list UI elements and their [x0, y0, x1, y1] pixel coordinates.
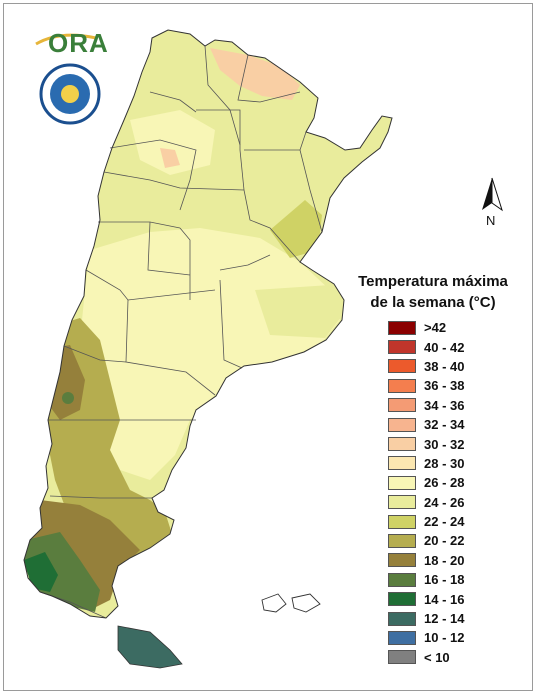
legend-label: 16 - 18 — [424, 572, 465, 588]
map-frame — [3, 3, 533, 691]
legend-item: 38 - 40 — [388, 357, 464, 376]
legend-swatch — [388, 630, 416, 645]
legend-label: 18 - 20 — [424, 552, 465, 568]
legend-label: >42 — [424, 320, 447, 336]
legend-swatch — [388, 572, 416, 587]
legend-swatch — [388, 553, 416, 568]
band-22-24-littoral — [270, 200, 322, 258]
ora-sun-logo — [35, 33, 97, 46]
legend-swatch — [388, 533, 416, 548]
legend-item: 20 - 22 — [388, 531, 464, 550]
legend-swatch — [388, 359, 416, 374]
legend-label: 20 - 22 — [424, 533, 465, 549]
legend-swatch — [388, 456, 416, 471]
legend-swatch — [388, 417, 416, 432]
malvinas-islands — [261, 593, 321, 613]
legend-label: 38 - 40 — [424, 358, 465, 374]
legend-swatch — [388, 475, 416, 490]
legend-label: 36 - 38 — [424, 378, 465, 394]
legend-item: 26 - 28 — [388, 473, 464, 492]
legend-item: 14 - 16 — [388, 589, 464, 608]
legend-item: 12 - 14 — [388, 609, 464, 628]
legend-item: 34 - 36 — [388, 396, 464, 415]
smn-seal-emblem — [39, 63, 101, 125]
legend-item: 16 - 18 — [388, 570, 464, 589]
legend-item: >42 — [388, 318, 464, 337]
legend-label: 30 - 32 — [424, 436, 465, 452]
north-label: N — [486, 213, 496, 228]
legend-swatch — [388, 378, 416, 393]
legend-item: 10 - 12 — [388, 628, 464, 647]
legend-item: < 10 — [388, 648, 464, 667]
legend-title-line2: de la semana (°C) — [370, 294, 496, 311]
legend-title: Temperatura máxima de la semana (°C) — [338, 271, 528, 313]
band-24-26-east — [255, 285, 345, 338]
legend-swatch — [388, 320, 416, 335]
legend-swatch — [388, 611, 416, 626]
legend-label: < 10 — [424, 649, 450, 665]
legend-swatch — [388, 437, 416, 452]
legend-item: 40 - 42 — [388, 337, 464, 356]
legend-label: 22 - 24 — [424, 514, 465, 530]
legend-label: 40 - 42 — [424, 339, 465, 355]
band-30-32-northeast — [210, 48, 300, 100]
legend-label: 14 - 16 — [424, 591, 465, 607]
legend-swatch — [388, 495, 416, 510]
band-30-32-patch — [160, 148, 180, 168]
legend-item: 28 - 30 — [388, 454, 464, 473]
legend-swatch — [388, 398, 416, 413]
legend-label: 12 - 14 — [424, 611, 465, 627]
tierra-del-fuego — [117, 625, 183, 669]
legend-label: 24 - 26 — [424, 494, 465, 510]
north-arrow-icon — [482, 177, 503, 212]
legend-title-line1: Temperatura máxima — [358, 273, 508, 290]
band-16-18-spot — [62, 392, 74, 404]
legend-label: 34 - 36 — [424, 397, 465, 413]
legend-swatch — [388, 650, 416, 665]
legend-item: 22 - 24 — [388, 512, 464, 531]
legend-label: 26 - 28 — [424, 475, 465, 491]
ora-logo-text: ORA — [48, 28, 109, 58]
legend-item: 36 - 38 — [388, 376, 464, 395]
legend-swatch — [388, 340, 416, 355]
legend-swatch — [388, 592, 416, 607]
legend-item: 30 - 32 — [388, 434, 464, 453]
legend-label: 28 - 30 — [424, 455, 465, 471]
band-14-16-south — [24, 552, 58, 592]
band-26-28-north — [130, 110, 215, 175]
legend-item: 18 - 20 — [388, 551, 464, 570]
temperature-legend: >42 40 - 42 38 - 40 36 - 38 34 - 36 32 - 34 30… — [388, 318, 464, 667]
legend-swatch — [388, 514, 416, 529]
province-boundaries — [39, 45, 323, 619]
band-16-18-south — [24, 532, 100, 612]
legend-label: 32 - 34 — [424, 417, 465, 433]
band-26-28 — [80, 228, 340, 480]
legend-label: 10 - 12 — [424, 630, 465, 646]
legend-item: 32 - 34 — [388, 415, 464, 434]
legend-item: 24 - 26 — [388, 493, 464, 512]
